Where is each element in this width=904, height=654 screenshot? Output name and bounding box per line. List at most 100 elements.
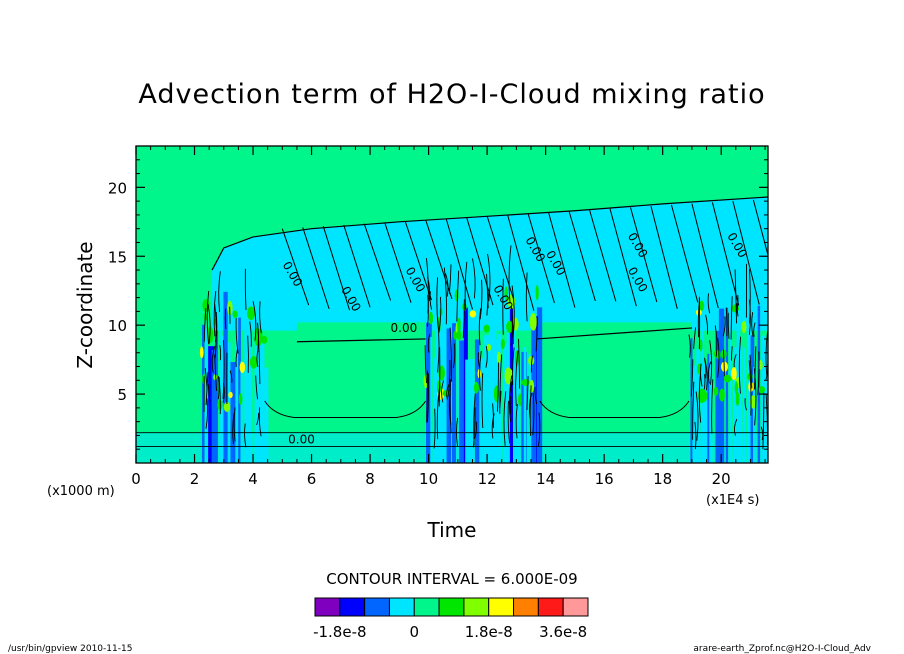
burst-cell: [213, 374, 218, 381]
tilted-contour: [425, 219, 453, 300]
burst-streak: [435, 294, 440, 463]
burst-streak: [474, 339, 480, 463]
burst-contour: [492, 403, 494, 428]
burst-cell: [750, 395, 757, 409]
colorbar-swatch: [438, 597, 465, 617]
tilted-contour: [445, 218, 473, 310]
burst-contour: [704, 357, 708, 391]
burst-contour: [205, 372, 209, 406]
tilted-contour: [568, 210, 596, 302]
burst-contour: [714, 325, 718, 357]
burst-cell: [741, 320, 747, 334]
burst-contour: [528, 392, 533, 419]
burst-contour: [438, 347, 441, 407]
colorbar: [314, 597, 589, 617]
burst-streak: [244, 294, 248, 463]
burst-contour: [445, 273, 449, 297]
x-tick-label: 2: [190, 470, 200, 488]
burst-streak: [211, 350, 217, 463]
burst-streak: [752, 367, 756, 463]
burst-cell: [496, 351, 501, 364]
burst-contour: [695, 391, 699, 441]
burst-streak: [452, 323, 456, 463]
tilted-contour: [650, 205, 678, 309]
tilted-contour: [732, 200, 760, 305]
burst-contour: [456, 270, 460, 322]
burst-cell: [249, 356, 258, 369]
burst-contour: [429, 291, 433, 310]
burst-contour: [481, 373, 484, 429]
burst-streak: [733, 347, 737, 463]
burst-contour: [247, 335, 249, 373]
burst-contour: [744, 398, 747, 411]
burst-contour: [749, 354, 753, 389]
burst-contour: [722, 316, 726, 337]
contour-lines: [136, 196, 768, 447]
burst-streak: [497, 334, 501, 463]
burst-streak: [230, 362, 238, 463]
burst-contour: [731, 346, 733, 361]
burst-contour: [534, 386, 538, 405]
burst-cell: [528, 356, 535, 366]
cloud-base-gap-0: [296, 322, 426, 345]
burst-contour: [515, 403, 518, 439]
tilted-contour: [691, 203, 719, 309]
x-unit-label: (x1E4 s): [706, 493, 760, 508]
y-tick-label: 20: [108, 179, 127, 197]
burst-contour: [499, 354, 503, 414]
colorbar-tick-label: -1.8e-8: [313, 623, 366, 641]
burst-contour: [762, 392, 765, 450]
burst-cell: [442, 390, 450, 397]
burst-contour: [449, 379, 452, 434]
burst-cell: [529, 313, 537, 331]
burst-streak: [456, 340, 459, 463]
burst-contour: [725, 307, 728, 337]
burst-cell: [456, 330, 462, 340]
contour-label: 0.00: [288, 433, 315, 447]
burst-contour: [211, 345, 216, 373]
tilted-contour: [752, 199, 768, 258]
burst-cell: [699, 339, 703, 352]
convective-burst-0: [199, 268, 269, 463]
burst-contour: [532, 392, 535, 436]
burst-contour: [499, 390, 502, 409]
field-regions: [136, 196, 768, 463]
burst-cell: [238, 393, 243, 405]
burst-contour: [502, 278, 504, 335]
tilted-contour: [486, 216, 514, 299]
burst-streak: [739, 345, 743, 463]
burst-contour: [515, 350, 519, 407]
burst-contour: [688, 334, 691, 358]
burst-cell: [486, 343, 492, 352]
burst-contour: [535, 316, 538, 352]
burst-contour: [203, 307, 207, 342]
burst-contour: [717, 337, 720, 378]
burst-contour: [709, 340, 713, 385]
burst-contour: [753, 322, 756, 337]
upper-cloud-region: [212, 196, 768, 331]
burst-cell: [713, 386, 719, 396]
tilted-contour: [322, 226, 351, 311]
tilted-contour: [343, 224, 371, 308]
burst-contour: [738, 336, 742, 394]
burst-streak: [707, 353, 710, 463]
burst-streak: [715, 330, 722, 463]
burst-contour: [733, 354, 737, 368]
cloud-base-contour: [296, 338, 426, 343]
burst-contour: [507, 400, 511, 444]
burst-contour: [259, 301, 262, 334]
burst-streak: [208, 346, 215, 463]
x-tick-label: 16: [595, 470, 614, 488]
burst-streak: [528, 354, 534, 463]
colorbar-swatch: [339, 597, 366, 617]
burst-contour: [256, 412, 260, 426]
burst-contour: [219, 345, 222, 361]
x-tick-label: 6: [307, 470, 317, 488]
burst-cell: [500, 338, 505, 350]
tilted-contour: [630, 207, 658, 303]
tilted-contour: [466, 217, 494, 306]
burst-contour: [449, 327, 453, 382]
burst-cell: [260, 335, 268, 344]
burst-cell: [453, 331, 457, 340]
burst-streak: [696, 349, 701, 463]
